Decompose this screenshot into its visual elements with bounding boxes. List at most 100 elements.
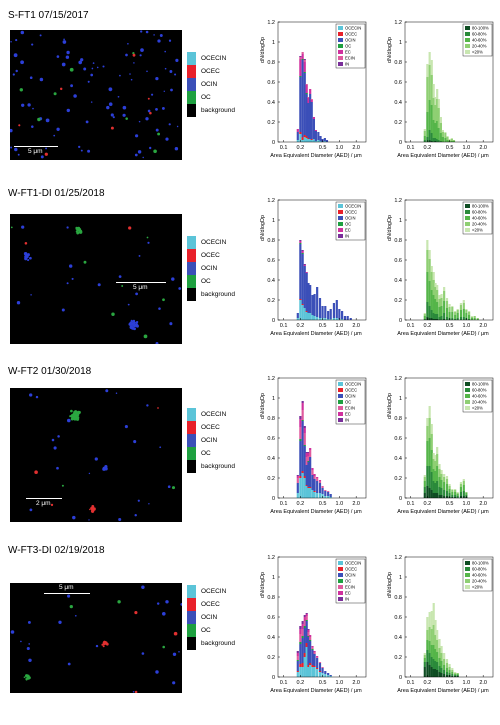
y-tick-label: 0.6 [267, 80, 275, 86]
legend-label: 40-60% [472, 394, 487, 399]
bar-segment [305, 485, 308, 486]
bar-segment [459, 496, 463, 498]
bar-segment [301, 305, 304, 320]
bar-segment [310, 99, 313, 100]
legend-swatch [338, 62, 343, 66]
ocfraction-histogram: 0 0.2 0.4 0.6 0.8 1 1.2 0.1 0.2 0.5 1.0 2.0 Area Equ… [385, 553, 497, 716]
bar-segment [299, 667, 302, 677]
particle [24, 253, 28, 257]
bar-segment [456, 318, 459, 320]
bar-segment [432, 459, 435, 469]
bar-segment [309, 94, 312, 139]
bar-segment [443, 477, 446, 482]
bar-segment [299, 439, 302, 441]
panel-w-ft2: W-FT2 01/30/2018 2 μm OCECIN OCEC OCIN OC ba… [0, 366, 500, 546]
bar-segment [346, 316, 349, 320]
particle [80, 58, 84, 62]
bar-segment [432, 295, 435, 313]
legend-label: background [201, 640, 235, 647]
y-tick-label: 0.4 [394, 100, 402, 106]
bar-segment [296, 660, 299, 661]
bar-segment [470, 316, 474, 317]
legend-swatch [338, 406, 343, 410]
particle [142, 156, 144, 159]
bar-segment [451, 670, 454, 672]
particle [175, 58, 179, 62]
bar-segment [428, 318, 431, 320]
bar-segment [451, 492, 454, 495]
bar-segment [323, 141, 326, 142]
bar-segment [473, 316, 476, 318]
bar-segment [307, 456, 310, 461]
particle [28, 643, 31, 645]
bar-segment [444, 138, 447, 142]
bar-segment [299, 244, 302, 299]
bar-segment [451, 672, 454, 674]
legend-label: OCECIN [201, 411, 227, 418]
particle [158, 307, 161, 310]
bar-segment [445, 675, 449, 677]
particle [147, 97, 150, 100]
particle [73, 94, 77, 98]
bar-segment [440, 470, 443, 474]
particle [146, 70, 148, 73]
bar-segment [438, 299, 441, 307]
bar-segment [316, 657, 319, 658]
particle [138, 120, 141, 123]
bar-segment [309, 488, 312, 498]
particle [15, 69, 18, 73]
particle [168, 39, 172, 42]
particle [155, 341, 159, 344]
bar-segment [454, 489, 457, 490]
particle [53, 446, 57, 450]
bar-segment [434, 635, 437, 649]
bar-segment [450, 139, 453, 141]
bar-segment [456, 494, 459, 496]
bar-segment [307, 103, 310, 138]
particle [77, 410, 80, 414]
y-tick-label: 0.2 [267, 476, 275, 482]
particle [132, 51, 135, 55]
bar-segment [440, 294, 443, 298]
bar-segment [438, 495, 441, 498]
legend-swatch [465, 388, 470, 392]
bar-segment [438, 477, 441, 487]
legend-swatch [338, 567, 343, 571]
x-tick-label: 0.1 [280, 145, 288, 151]
particle [155, 76, 159, 81]
y-tick-label: 1.2 [394, 20, 402, 26]
particle [178, 651, 180, 653]
particle [70, 409, 73, 413]
bar-segment [428, 627, 431, 641]
y-tick-label: 0.2 [394, 120, 402, 126]
particle [101, 643, 104, 646]
ocfraction-histogram: 0 0.2 0.4 0.6 0.8 1 1.2 0.1 0.2 0.5 1.0 2.0 Area Equ… [385, 196, 497, 359]
legend-swatch [338, 418, 343, 422]
particle [10, 146, 13, 149]
bar-segment [451, 306, 454, 307]
x-tick-label: 1.0 [336, 501, 344, 507]
bar-segment [430, 141, 433, 142]
bar-segment [443, 287, 446, 291]
bar-segment [451, 490, 454, 492]
particle [67, 662, 71, 666]
x-tick-label: 0.5 [319, 323, 327, 329]
legend-label: OCECIN [201, 239, 227, 246]
y-tick-label: 0.4 [267, 278, 275, 284]
bar-segment [309, 635, 312, 637]
bar-segment [443, 665, 446, 670]
bar-segment [299, 56, 302, 57]
bar-segment [444, 133, 447, 138]
bar-segment [307, 488, 310, 498]
bar-segment [329, 319, 332, 320]
bar-segment [465, 313, 468, 318]
x-tick-label: 1.0 [463, 680, 471, 686]
bar-segment [426, 486, 429, 498]
legend-label: OCIN [201, 265, 218, 272]
bar-segment [317, 140, 320, 142]
bar-segment [436, 314, 439, 319]
particle [29, 76, 33, 79]
chart-legend: 80-100%60-80%40-60%20-40%<20% [462, 23, 493, 57]
legend-swatch [187, 447, 196, 460]
legend-label: EC [345, 412, 351, 417]
